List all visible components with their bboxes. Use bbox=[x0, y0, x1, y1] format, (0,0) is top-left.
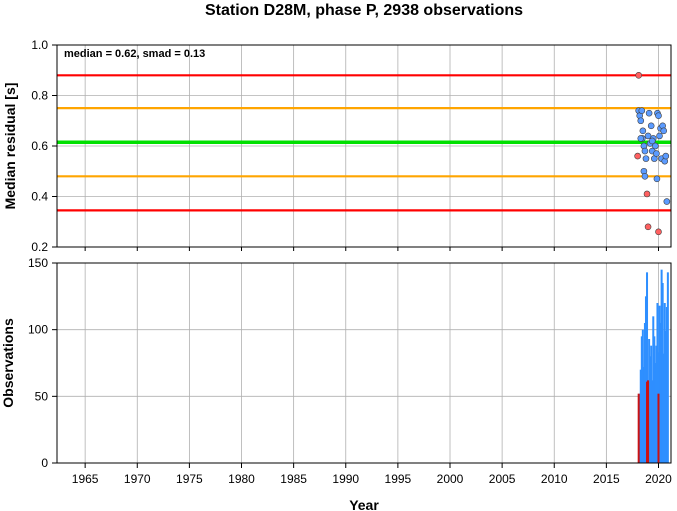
residual-point bbox=[639, 127, 647, 135]
residual-panel: 0.2 0.4 0.6 0.8 1.0 median = 0.62, smad = 0.… bbox=[2, 38, 672, 254]
stats-annotation: median = 0.62, smad = 0.13 bbox=[64, 48, 205, 60]
observations-panel: 0 50 100 150 1965 1970 1975 1980 1985 1990 1995 20… bbox=[0, 247, 672, 511]
x-tick-label: 1985 bbox=[280, 472, 307, 486]
observation-bar bbox=[646, 381, 649, 463]
residual-point bbox=[644, 223, 652, 231]
x-tick-label: 1970 bbox=[124, 472, 151, 486]
observations-y-label: Observations bbox=[0, 318, 16, 408]
observations-grid bbox=[57, 262, 671, 464]
observation-bar bbox=[641, 329, 644, 463]
residual-point bbox=[652, 142, 659, 150]
residual-y-tick-label: 0.2 bbox=[31, 240, 48, 254]
observation-bar bbox=[644, 296, 647, 463]
x-tick-label: 1995 bbox=[385, 472, 412, 486]
observation-bar bbox=[652, 316, 655, 463]
residual-point bbox=[644, 132, 652, 140]
residual-points bbox=[634, 72, 671, 236]
residual-point bbox=[663, 198, 671, 205]
observation-bar bbox=[639, 369, 642, 463]
x-tick-label: 2020 bbox=[645, 472, 672, 486]
residual-y-tick-label: 0.6 bbox=[31, 139, 48, 153]
observation-bar bbox=[643, 323, 646, 463]
residual-point bbox=[660, 127, 668, 135]
residual-point bbox=[645, 109, 653, 117]
residual-point bbox=[662, 152, 670, 160]
x-tick-label: 1965 bbox=[72, 472, 99, 486]
observation-bar bbox=[640, 336, 643, 463]
observation-bar bbox=[638, 393, 641, 463]
observation-bar bbox=[662, 353, 665, 463]
x-tick-label: 1980 bbox=[228, 472, 255, 486]
observation-bar bbox=[659, 323, 662, 463]
residual-y-tick-label: 1.0 bbox=[31, 38, 48, 52]
residual-y-tick-label: 0.8 bbox=[31, 89, 48, 103]
observation-bar bbox=[654, 363, 657, 463]
residual-reference-lines bbox=[57, 74, 671, 212]
observations-y-tick-label: 100 bbox=[28, 323, 48, 337]
residual-point bbox=[648, 137, 656, 145]
observation-bar bbox=[653, 336, 656, 463]
observation-bar bbox=[648, 339, 651, 463]
residual-point bbox=[653, 150, 660, 157]
residual-point bbox=[641, 147, 649, 155]
residual-point bbox=[634, 152, 641, 160]
residual-y-label: Median residual [s] bbox=[2, 83, 18, 210]
observation-bar bbox=[647, 380, 650, 463]
residual-point bbox=[655, 112, 662, 119]
observation-bar bbox=[658, 305, 661, 463]
observation-bar bbox=[655, 345, 658, 463]
observations-bars bbox=[637, 269, 669, 463]
observations-frame bbox=[56, 262, 672, 464]
residual-point bbox=[653, 175, 661, 183]
observation-bar bbox=[663, 303, 666, 463]
observation-bar bbox=[642, 367, 645, 463]
x-tick-label: 1990 bbox=[332, 472, 359, 486]
observations-y-tick-label: 150 bbox=[28, 256, 48, 270]
residual-point bbox=[638, 107, 646, 114]
chart-title: Station D28M, phase P, 2938 observations bbox=[205, 2, 523, 19]
observation-bar bbox=[650, 345, 653, 463]
observation-bar bbox=[661, 283, 664, 463]
observations-y-ticks: 0 50 100 150 bbox=[28, 256, 57, 470]
residual-y-ticks: 0.2 0.4 0.6 0.8 1.0 bbox=[31, 38, 57, 254]
observations-y-tick-label: 0 bbox=[41, 456, 48, 470]
residual-point bbox=[656, 132, 663, 140]
residual-point bbox=[642, 155, 650, 162]
x-ticks: 1965 1970 1975 1980 1985 1990 1995 2000 2005 2010… bbox=[72, 247, 672, 486]
residual-point bbox=[637, 117, 645, 125]
x-tick-label: 2015 bbox=[593, 472, 620, 486]
observation-bar bbox=[660, 269, 663, 463]
observation-bar bbox=[649, 356, 652, 463]
x-tick-label: 2010 bbox=[541, 472, 568, 486]
observation-bar bbox=[657, 393, 660, 463]
residual-y-tick-label: 0.4 bbox=[31, 190, 48, 204]
residual-point bbox=[641, 173, 649, 180]
x-tick-label: 2005 bbox=[489, 472, 516, 486]
observation-bar bbox=[637, 393, 640, 463]
observation-bar bbox=[656, 303, 659, 463]
observation-bar bbox=[651, 380, 654, 463]
residual-point bbox=[647, 122, 655, 130]
observation-bar bbox=[646, 272, 649, 463]
x-tick-label: 1975 bbox=[176, 472, 203, 486]
residual-point bbox=[637, 135, 645, 142]
residual-point bbox=[655, 228, 662, 236]
residual-point bbox=[635, 72, 642, 79]
x-axis-label: Year bbox=[349, 497, 379, 511]
residual-point bbox=[643, 190, 651, 198]
observation-bar bbox=[664, 331, 667, 463]
observation-bar bbox=[666, 272, 669, 463]
observations-y-tick-label: 50 bbox=[35, 389, 49, 403]
x-tick-label: 2000 bbox=[437, 472, 464, 486]
observation-bar bbox=[665, 307, 668, 463]
